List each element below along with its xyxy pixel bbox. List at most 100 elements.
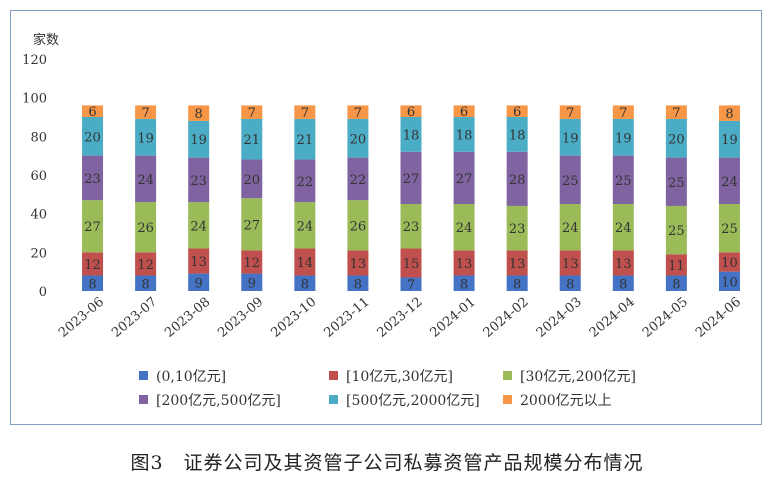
bar-segment (188, 202, 210, 249)
bar-segment (82, 105, 104, 117)
bar-value-label: 23 (509, 222, 526, 237)
bar-segment (506, 105, 528, 117)
bar-value-label: 8 (88, 277, 96, 292)
bar-value-label: 20 (84, 130, 101, 145)
bar-segment (612, 250, 634, 276)
legend-label: [30亿元,200亿元] (520, 369, 636, 385)
bar-segment (506, 250, 528, 276)
bar-value-label: 23 (190, 174, 207, 189)
bar-value-label: 24 (456, 221, 473, 236)
bar-value-label: 7 (141, 106, 149, 121)
bar-value-label: 19 (137, 131, 154, 146)
x-tick-label: 2023-10 (268, 295, 319, 341)
bar-value-label: 21 (297, 133, 314, 148)
bar-segment (241, 273, 263, 291)
bar-segment (453, 204, 475, 251)
bar-segment (453, 117, 475, 152)
bar-value-label: 9 (195, 276, 203, 291)
legend-label: [10亿元,30亿元] (346, 369, 453, 385)
bar-segment (188, 105, 210, 121)
y-tick-label: 80 (30, 130, 47, 145)
bar-segment (82, 117, 104, 156)
bar-value-label: 12 (243, 256, 260, 271)
stacked-bar-chart: 家数 0 20 40 60 80 100 120 8 12 27 23 20 6 8 12 26 24 19 7 9… (22, 32, 744, 409)
bar-segment (400, 248, 422, 278)
bar-value-label: 8 (460, 277, 468, 292)
bar-value-label: 13 (562, 257, 579, 272)
x-tick-label: 2023-07 (109, 295, 160, 341)
bar-value-label: 24 (190, 219, 207, 234)
x-tick-label: 2024-02 (481, 295, 532, 341)
legend-label: [500亿元,2000亿元] (346, 393, 480, 409)
bar-value-label: 27 (243, 218, 260, 233)
bar-segment (135, 155, 157, 203)
bar-value-label: 7 (619, 106, 627, 121)
bar-value-label: 7 (301, 106, 309, 121)
bar-value-label: 8 (195, 107, 203, 122)
bar-value-label: 8 (619, 277, 627, 292)
y-tick-label: 20 (30, 246, 47, 261)
bar-segment (559, 204, 581, 251)
bar-value-label: 22 (297, 175, 314, 190)
figure-caption: 图3 证券公司及其资管子公司私募资管产品规模分布情况 (130, 452, 644, 474)
bar-value-label: 19 (190, 133, 207, 148)
bar-segment (347, 200, 369, 251)
bar-segment (188, 120, 210, 158)
x-tick-label: 2023-08 (162, 295, 213, 341)
bar-segment (188, 248, 210, 274)
bar-value-label: 6 (407, 105, 415, 120)
bar-value-label: 25 (615, 174, 632, 189)
bar-value-label: 14 (297, 256, 314, 271)
bar-segment (135, 252, 157, 276)
bar-value-label: 27 (456, 172, 473, 187)
bar-segment (718, 252, 740, 272)
bar-segment (612, 118, 634, 156)
bar-value-label: 11 (668, 259, 685, 274)
bar-value-label: 7 (354, 106, 362, 121)
bar-value-label: 6 (88, 105, 96, 120)
bar-value-label: 12 (84, 258, 101, 273)
legend-label: [200亿元,500亿元] (156, 393, 281, 409)
bar-segment (294, 118, 316, 160)
bar-value-label: 7 (248, 106, 256, 121)
bar-segment (241, 250, 263, 274)
bar-segment (665, 105, 687, 119)
bar-segment (453, 151, 475, 204)
bar-value-label: 8 (513, 277, 521, 292)
chart-frame: 家数 0 20 40 60 80 100 120 8 12 27 23 20 6 8 12 26 24 19 7 9… (10, 10, 762, 425)
bar-segment (188, 157, 210, 203)
bar-value-label: 22 (350, 173, 367, 188)
bar-value-label: 10 (721, 256, 738, 271)
legend-label: (0,10亿元] (156, 369, 226, 385)
bar-segment (453, 275, 475, 291)
bar-segment (612, 275, 634, 291)
bar-value-label: 7 (672, 106, 680, 121)
bar-segment (82, 252, 104, 276)
bar-value-label: 13 (190, 255, 207, 270)
bar-value-label: 24 (721, 175, 738, 190)
bar-segment (294, 105, 316, 119)
bar-segment (347, 250, 369, 276)
x-tick-label: 2024-01 (428, 295, 479, 341)
bar-value-label: 8 (672, 277, 680, 292)
bar-value-label: 28 (509, 173, 526, 188)
bar-value-label: 13 (350, 257, 367, 272)
x-tick-label: 2024-05 (640, 295, 691, 341)
bar-segment (665, 118, 687, 158)
bar-segment (453, 105, 475, 117)
bar-segment (347, 275, 369, 291)
bar-value-label: 24 (615, 221, 632, 236)
x-tick-label: 2024-03 (534, 295, 585, 341)
legend-swatch (503, 395, 512, 404)
bar-segment (241, 118, 263, 160)
bar-segment (718, 120, 740, 158)
bar-segment (188, 273, 210, 291)
bar-segment (400, 151, 422, 204)
legend-swatch (329, 395, 338, 404)
bar-segment (347, 118, 369, 158)
bar-value-label: 8 (301, 277, 309, 292)
bar-value-label: 12 (137, 258, 154, 273)
bar-segment (294, 159, 316, 203)
bar-value-label: 20 (668, 132, 685, 147)
bar-segment (718, 105, 740, 121)
